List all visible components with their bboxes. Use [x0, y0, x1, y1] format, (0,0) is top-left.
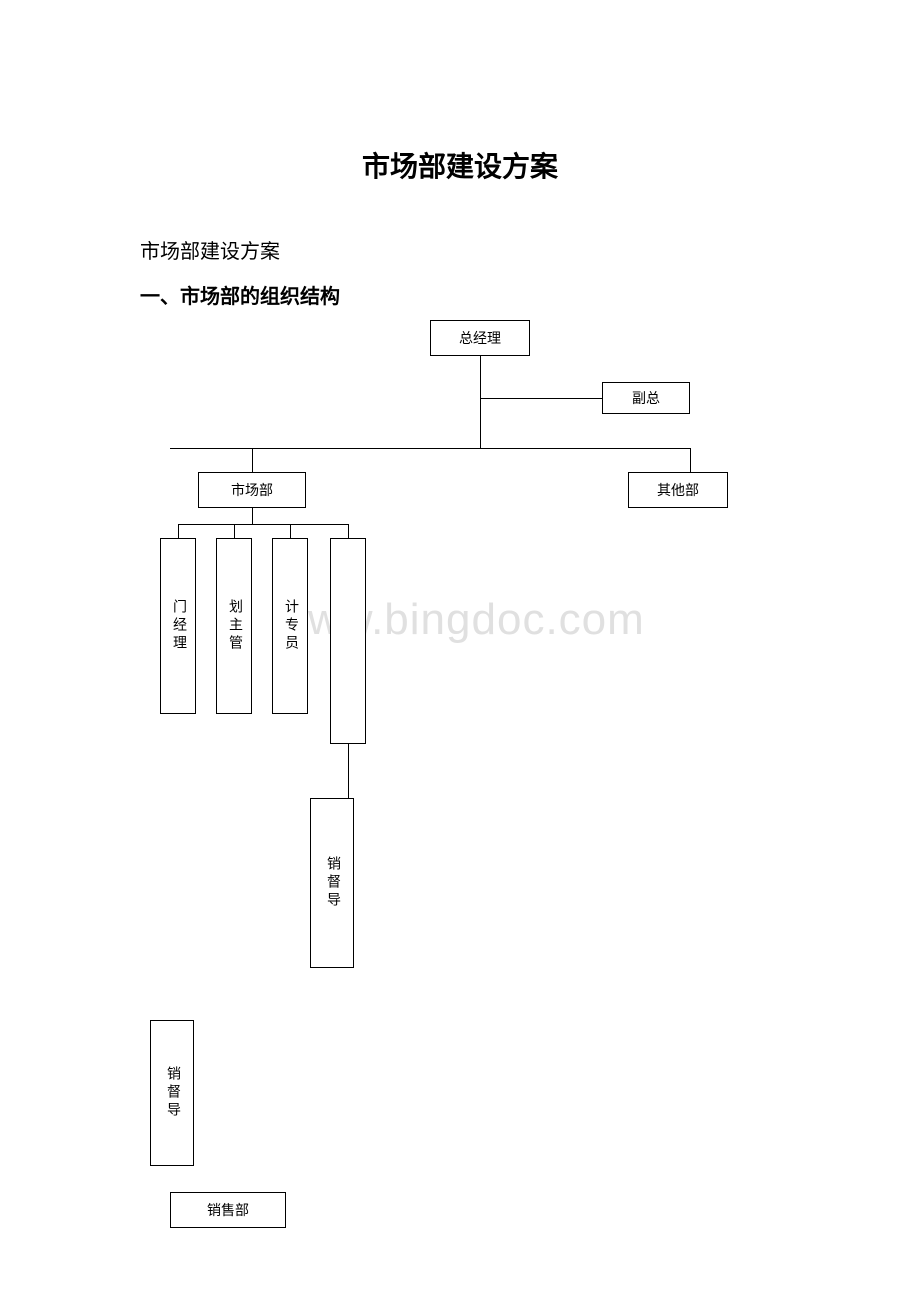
edge-line	[480, 356, 481, 448]
node-sales: 销售部	[170, 1192, 286, 1228]
node-other: 其他部	[628, 472, 728, 508]
edge-line	[178, 524, 348, 525]
edge-line	[170, 448, 690, 449]
node-child1: 门经理	[160, 538, 196, 714]
edge-line	[290, 524, 291, 538]
node-supervisor1: 销督导	[310, 798, 354, 968]
edge-line	[690, 448, 691, 472]
edge-line	[252, 508, 253, 524]
section-heading: 一、市场部的组织结构	[140, 280, 340, 309]
node-child4	[330, 538, 366, 744]
subtitle: 市场部建设方案	[140, 235, 280, 264]
edge-line	[178, 524, 179, 538]
node-marketing: 市场部	[198, 472, 306, 508]
edge-line	[480, 398, 602, 399]
node-child3: 计专员	[272, 538, 308, 714]
edge-line	[348, 744, 349, 798]
node-child2: 划主管	[216, 538, 252, 714]
edge-line	[348, 524, 349, 538]
node-root: 总经理	[430, 320, 530, 356]
node-vp: 副总	[602, 382, 690, 414]
org-chart: 总经理 副总 市场部 其他部 门经理 划主管 计专员 销督导 销督导 销售部	[0, 320, 920, 1300]
node-supervisor2: 销督导	[150, 1020, 194, 1166]
page-title: 市场部建设方案	[0, 145, 920, 185]
edge-line	[234, 524, 235, 538]
edge-line	[252, 448, 253, 472]
